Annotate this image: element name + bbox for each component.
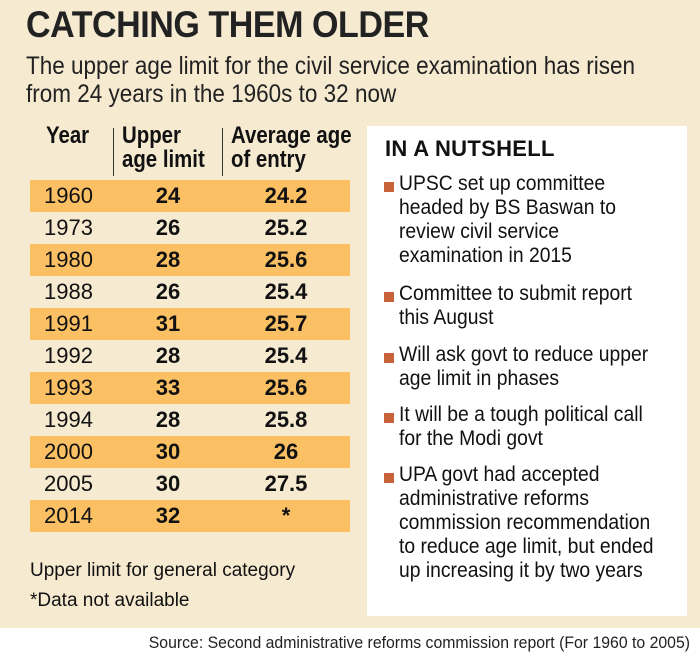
cell-upper-age-limit: 26 [155, 279, 181, 304]
header-average-age: Average age of entry [231, 124, 352, 172]
source-credit: Source: Second administrative reforms co… [148, 633, 690, 652]
cell-average-age: 25.7 [264, 311, 308, 336]
header-average-line2: of entry [231, 146, 306, 173]
table-row: 1994 28 25.8 [30, 404, 350, 436]
bullet-square-icon [384, 182, 394, 192]
header-divider [113, 128, 114, 176]
subtitle: The upper age limit for the civil servic… [26, 52, 636, 108]
cell-upper-age-limit: 28 [155, 247, 181, 272]
table-row: 1992 28 25.4 [30, 340, 350, 372]
header-upper-line1: Upper [122, 122, 181, 149]
bullet-square-icon [384, 413, 394, 423]
cell-year: 2000 [44, 439, 93, 464]
cell-average-age: * [281, 503, 291, 528]
cell-average-age: 25.6 [264, 247, 308, 272]
table-row: 1960 24 24.2 [30, 180, 350, 212]
table-row: 1988 26 25.4 [30, 276, 350, 308]
cell-average-age: 25.2 [264, 215, 308, 240]
nutshell-panel: IN A NUTSHELL UPSC set up committee head… [367, 126, 687, 616]
cell-year: 1992 [44, 343, 93, 368]
cell-year: 2014 [44, 503, 93, 528]
cell-upper-age-limit: 33 [155, 375, 181, 400]
cell-average-age: 25.4 [264, 279, 308, 304]
nutshell-item: UPA govt had accepted administrative ref… [399, 463, 654, 582]
cell-year: 1980 [44, 247, 93, 272]
header-year: Year [46, 122, 90, 149]
table-row: 1993 33 25.6 [30, 372, 350, 404]
cell-average-age: 25.6 [264, 375, 308, 400]
cell-upper-age-limit: 26 [155, 215, 181, 240]
table-row: 1973 26 25.2 [30, 212, 350, 244]
cell-upper-age-limit: 30 [155, 439, 181, 464]
cell-year: 1993 [44, 375, 93, 400]
nutshell-item: Committee to submit report this August [399, 282, 633, 329]
nutshell-item: It will be a tough political call for th… [399, 403, 643, 450]
nutshell-item: Will ask govt to reduce upper age limit … [399, 343, 649, 390]
cell-year: 2005 [44, 471, 93, 496]
header-upper-age-limit: Upper age limit [122, 124, 205, 172]
table-row: 2014 32 * [30, 500, 350, 532]
cell-average-age: 26 [273, 439, 299, 464]
cell-average-age: 24.2 [264, 183, 308, 208]
cell-year: 1960 [44, 183, 93, 208]
bullet-square-icon [384, 473, 394, 483]
infographic-card: CATCHING THEM OLDER The upper age limit … [0, 0, 700, 628]
cell-upper-age-limit: 32 [155, 503, 181, 528]
cell-average-age: 27.5 [264, 471, 308, 496]
cell-year: 1991 [44, 311, 93, 336]
table-row: 1980 28 25.6 [30, 244, 350, 276]
table-row: 2000 30 26 [30, 436, 350, 468]
cell-upper-age-limit: 31 [155, 311, 181, 336]
cell-upper-age-limit: 28 [155, 343, 181, 368]
bullet-square-icon [384, 353, 394, 363]
cell-upper-age-limit: 28 [155, 407, 181, 432]
header-divider [222, 128, 223, 176]
footnote-data-na: *Data not available [30, 590, 190, 611]
nutshell-item: UPSC set up committee headed by BS Baswa… [399, 172, 616, 267]
cell-upper-age-limit: 30 [155, 471, 181, 496]
cell-year: 1988 [44, 279, 93, 304]
cell-year: 1994 [44, 407, 93, 432]
nutshell-title: IN A NUTSHELL [385, 136, 555, 161]
page-title: CATCHING THEM OLDER [26, 4, 429, 45]
bullet-square-icon [384, 292, 394, 302]
footnote-upper-limit: Upper limit for general category [30, 560, 296, 581]
cell-upper-age-limit: 24 [155, 183, 181, 208]
cell-average-age: 25.4 [264, 343, 308, 368]
header-upper-line2: age limit [122, 146, 205, 173]
table-row: 2005 30 27.5 [30, 468, 350, 500]
cell-average-age: 25.8 [264, 407, 308, 432]
cell-year: 1973 [44, 215, 93, 240]
header-average-line1: Average age [231, 122, 352, 149]
table-row: 1991 31 25.7 [30, 308, 350, 340]
